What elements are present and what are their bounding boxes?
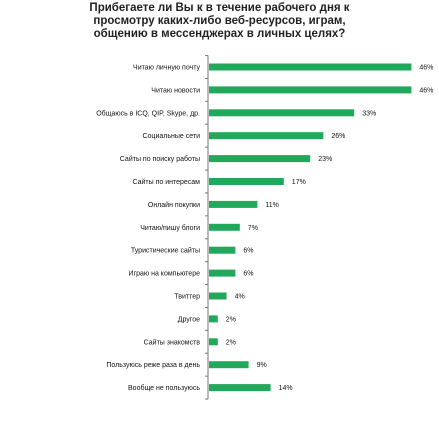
value-label: 23% bbox=[318, 156, 332, 163]
bar bbox=[209, 109, 355, 117]
bar bbox=[209, 132, 324, 140]
category-label: Сайты знакомств bbox=[144, 338, 201, 346]
value-label: 6% bbox=[243, 248, 253, 255]
value-label: 9% bbox=[257, 362, 267, 369]
bar bbox=[209, 63, 412, 71]
bar bbox=[209, 223, 240, 231]
category-label: Читаю личную почту bbox=[133, 65, 200, 72]
bar bbox=[209, 246, 236, 254]
category-label: Читаю/пишу блоги bbox=[140, 224, 200, 232]
value-label: 6% bbox=[243, 271, 253, 278]
bar bbox=[209, 315, 218, 323]
bar bbox=[209, 269, 236, 277]
category-label: Сайты по интересам bbox=[132, 178, 200, 186]
chart-bars bbox=[209, 63, 412, 392]
value-label: 2% bbox=[226, 339, 236, 346]
value-label: 26% bbox=[331, 133, 345, 140]
value-label: 4% bbox=[235, 294, 245, 301]
chart-title-line-1: Прибегаете ли Вы к в течение рабочего дн… bbox=[89, 2, 350, 14]
category-label: Играю на компьютере bbox=[129, 271, 201, 278]
value-labels: 46% 46% 33% 26% 23% 17% 11% 7% 6% 6% 4% 2% 2% 9% 14% bbox=[226, 65, 434, 393]
bar bbox=[209, 384, 271, 392]
category-labels: Читаю личную почту Читаю новости Общаюсь в… bbox=[96, 65, 200, 393]
bar bbox=[209, 338, 218, 346]
value-label: 17% bbox=[292, 179, 306, 186]
value-label: 33% bbox=[362, 110, 376, 117]
value-label: 7% bbox=[248, 225, 258, 232]
value-label: 2% bbox=[226, 316, 236, 323]
category-label: Общаюсь в ICQ, QIP, Skype, др. bbox=[96, 109, 200, 117]
chart-axis bbox=[205, 55, 209, 400]
category-label: Твиттер bbox=[174, 294, 200, 301]
bar bbox=[209, 178, 284, 185]
value-label: 14% bbox=[279, 385, 293, 392]
category-label: Вообще не пользуюсь bbox=[128, 384, 200, 392]
category-label: Туристические сайты bbox=[131, 247, 200, 255]
chart-title: Прибегаете ли Вы к в течение рабочего дн… bbox=[0, 2, 439, 41]
chart-title-line-2: просмотру каких-либо веб-ресурсов, играм… bbox=[93, 15, 346, 27]
bar bbox=[209, 86, 412, 94]
category-label: Пользуюсь реже раза в день bbox=[106, 362, 200, 369]
bar bbox=[209, 361, 249, 369]
category-label: Онлайн покупки bbox=[148, 201, 200, 209]
bar bbox=[209, 292, 227, 300]
bar bbox=[209, 155, 311, 163]
category-label: Другое bbox=[178, 316, 200, 323]
value-label: 11% bbox=[265, 202, 279, 209]
bar bbox=[209, 200, 258, 208]
value-label: 46% bbox=[419, 87, 433, 94]
value-label: 46% bbox=[419, 65, 433, 72]
category-label: Социальные сети bbox=[142, 133, 200, 140]
chart-title-line-3: общению в мессенджерах в личных целях? bbox=[93, 28, 346, 40]
category-label: Читаю новости bbox=[151, 87, 200, 94]
category-label: Сайты по поиску работы bbox=[120, 155, 200, 163]
